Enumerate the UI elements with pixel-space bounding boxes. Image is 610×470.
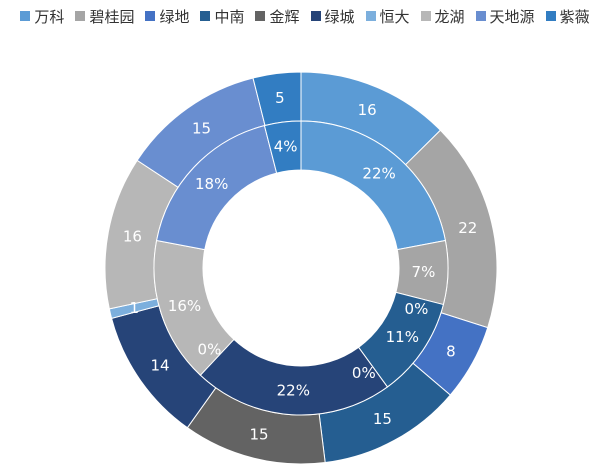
legend-item: 紫薇 [545,6,590,27]
data-labels: 16 22 8 15 15 14 1 16 15 5 22% 7% 0% 11% 0% 22% 0% 16% 18%… [123,89,477,443]
outer-label: 15 [373,410,392,428]
legend-item: 龙湖 [420,6,465,27]
outer-label: 22 [458,219,477,237]
inner-ring [153,120,449,416]
legend-label: 绿城 [324,7,355,26]
outer-label: 15 [192,119,211,137]
outer-label: 16 [358,101,377,119]
inner-label: 7% [412,263,436,281]
outer-label: 14 [150,357,169,375]
legend-swatch [545,11,556,21]
outer-label: 8 [446,342,456,360]
legend: 万科 碧桂园 绿地 中南 金辉 绿城 恒大 龙湖 天地源 紫薇 [0,4,610,28]
legend-item: 中南 [200,6,244,27]
legend-swatch [310,11,321,21]
outer-label: 16 [123,227,142,245]
legend-label: 紫薇 [559,7,590,26]
legend-swatch [75,11,86,21]
inner-label: 22% [277,381,310,399]
inner-label: 11% [386,328,419,346]
inner-label: 22% [362,165,395,183]
inner-label: 0% [198,340,222,358]
outer-label: 1 [129,299,139,317]
legend-swatch [145,11,156,21]
outer-label: 15 [249,425,268,443]
inner-label: 16% [168,297,201,315]
legend-label: 万科 [34,7,65,26]
legend-label: 天地源 [489,7,535,26]
legend-item: 恒大 [365,6,410,27]
legend-label: 恒大 [379,7,410,26]
legend-item: 金辉 [255,6,300,27]
legend-swatch [200,11,211,21]
legend-swatch [420,11,431,21]
inner-label: 4% [274,137,298,155]
legend-item: 绿地 [145,6,189,27]
legend-swatch [255,11,266,21]
legend-swatch [20,11,31,21]
inner-slice [263,120,302,174]
legend-swatch [475,11,486,21]
legend-swatch [365,11,376,21]
legend-item: 万科 [20,6,64,27]
inner-label: 0% [352,364,376,382]
legend-item: 绿城 [310,6,355,27]
outer-label: 5 [275,89,285,107]
legend-item: 碧桂园 [75,6,134,27]
legend-label: 碧桂园 [89,7,135,26]
inner-label: 0% [405,300,429,318]
legend-label: 金辉 [269,7,300,26]
inner-label: 18% [195,175,228,193]
legend-label: 绿地 [159,7,190,26]
legend-label: 龙湖 [434,7,465,26]
legend-item: 天地源 [475,6,535,27]
legend-label: 中南 [214,7,245,26]
